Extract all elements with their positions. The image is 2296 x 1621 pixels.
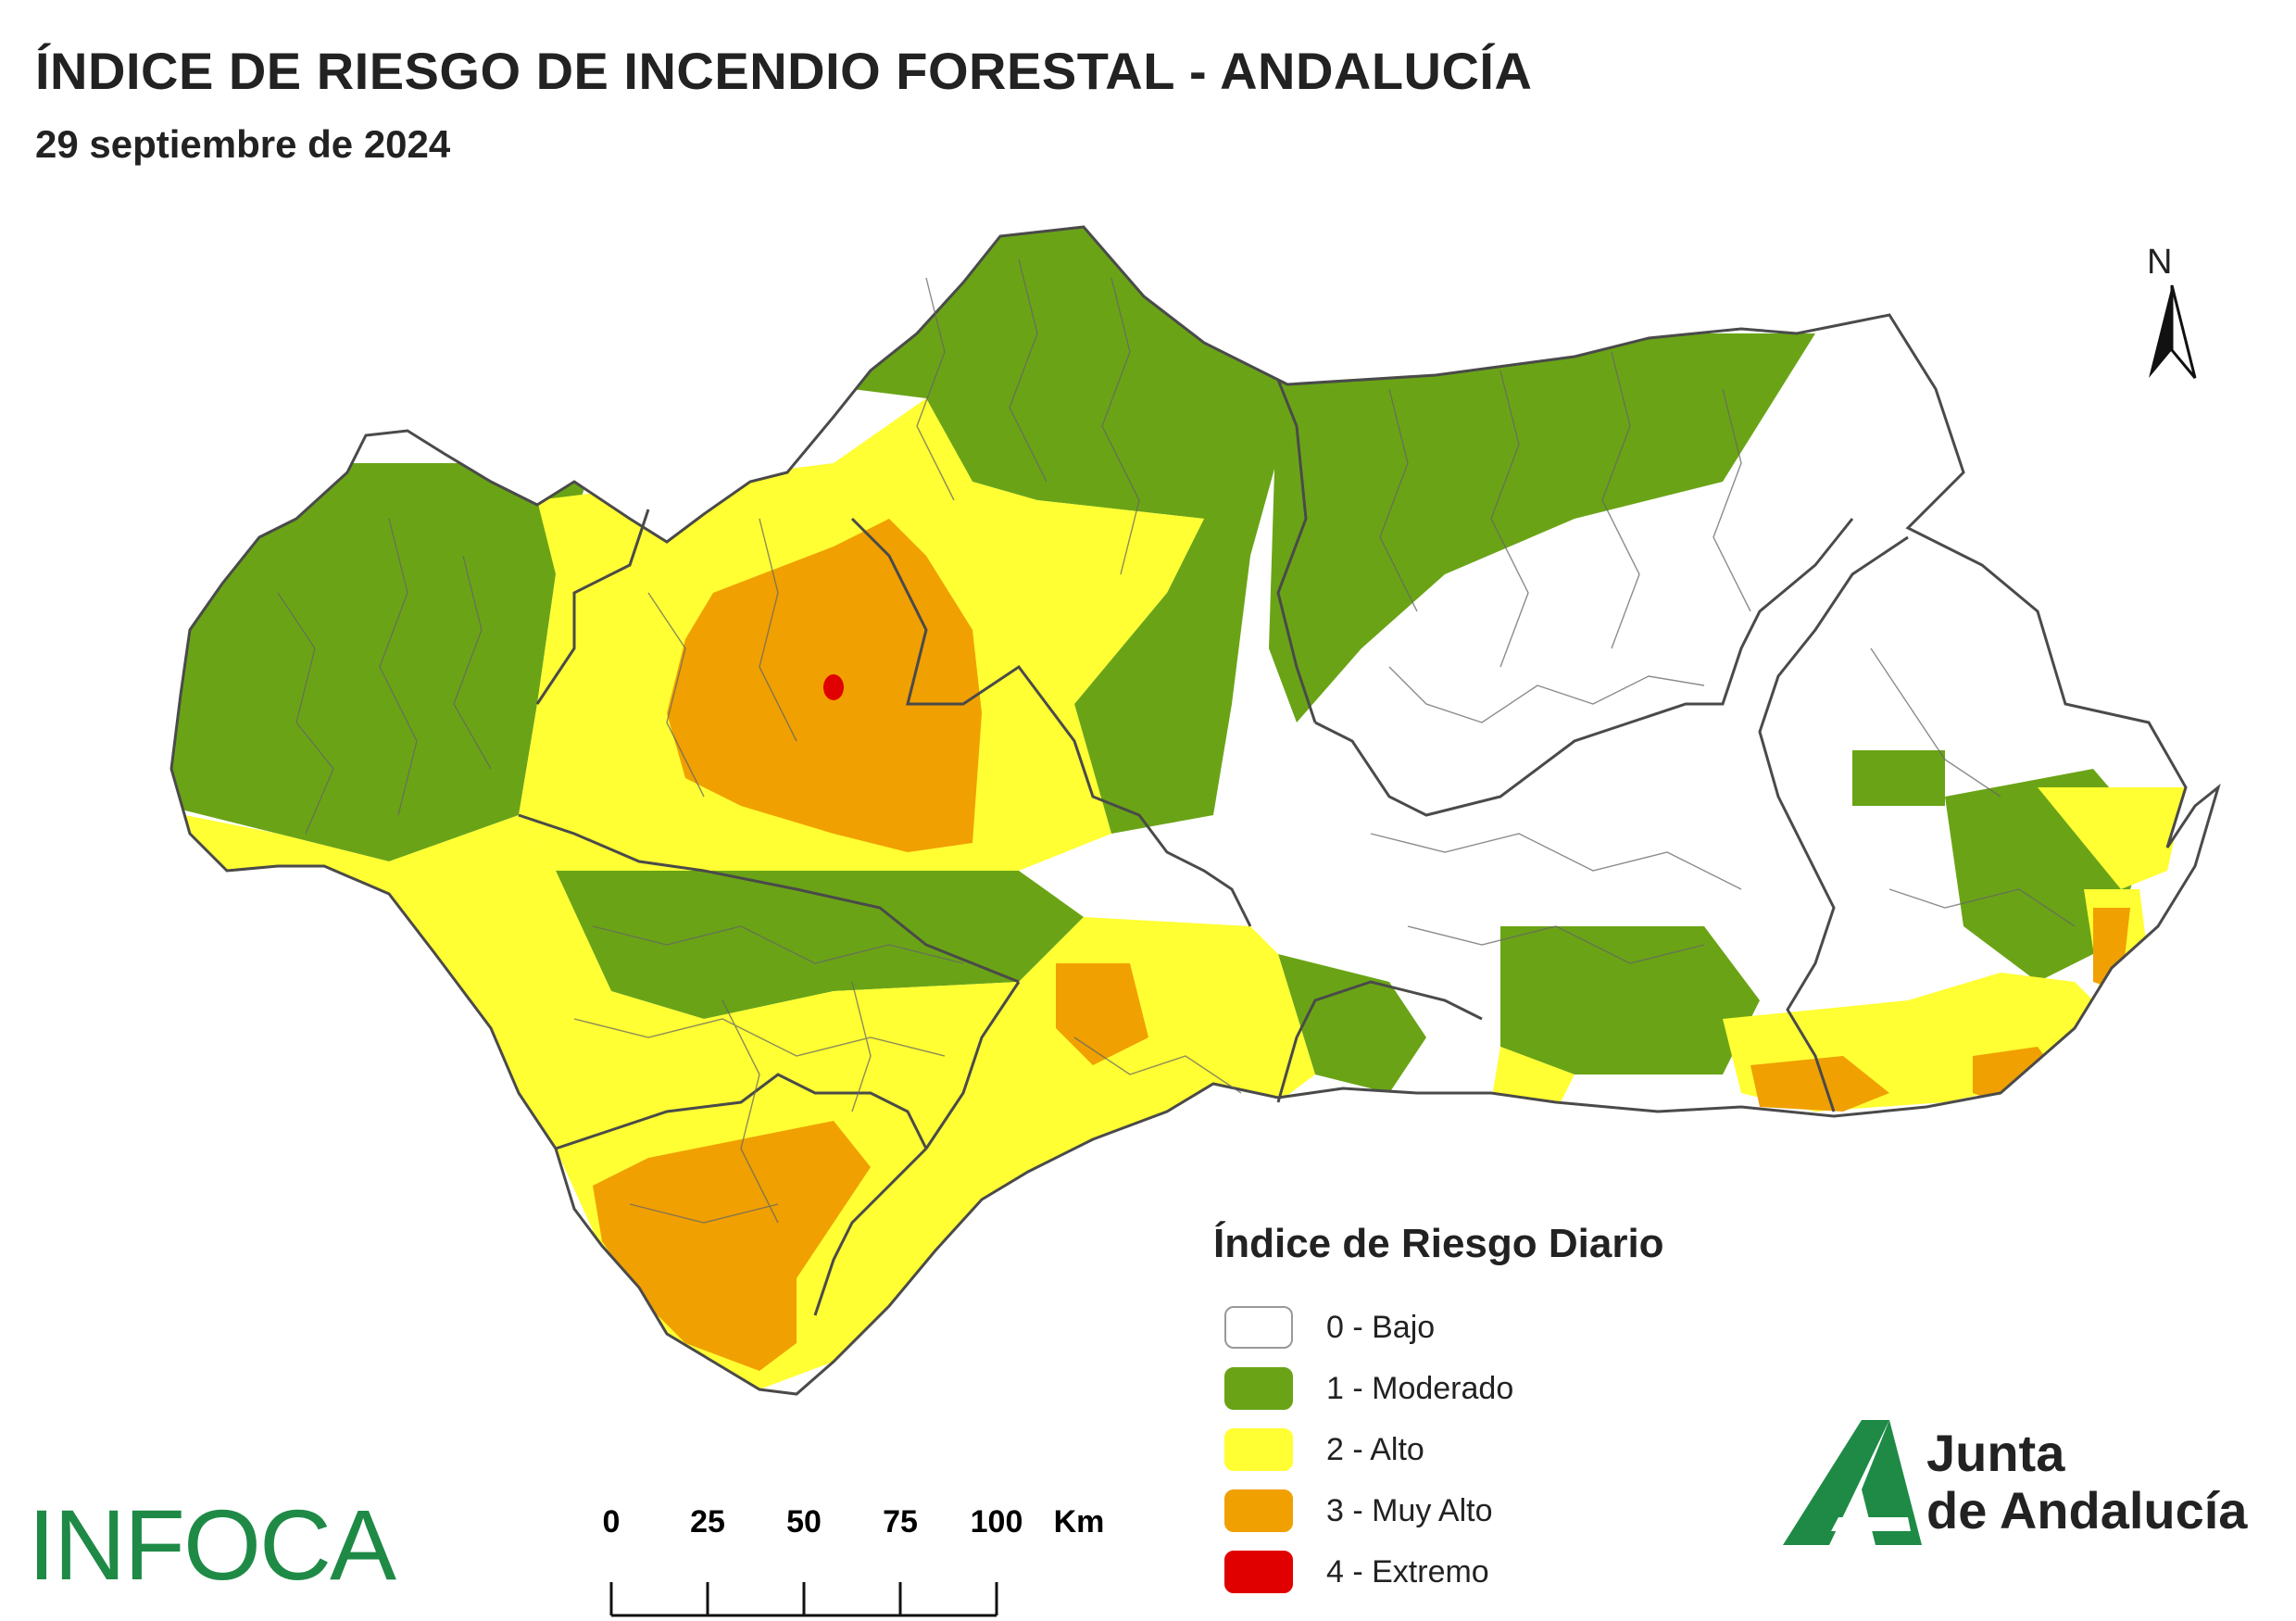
scale-unit: Km [1054,1504,1105,1539]
junta-andalucia-logo-icon [1783,1420,1922,1545]
legend-swatch-extremo [1224,1551,1293,1593]
legend-item-moderado: 1 - Moderado [1224,1365,1513,1412]
legend-item-alto: 2 - Alto [1224,1426,1424,1473]
legend-swatch-alto [1224,1428,1293,1471]
legend-label: 3 - Muy Alto [1326,1492,1493,1528]
legend-label: 4 - Extremo [1326,1553,1489,1590]
junta-line1: Junta [1926,1424,2065,1482]
legend-title: Índice de Riesgo Diario [1213,1221,1664,1266]
legend-swatch-moderado [1224,1367,1293,1410]
scale-tick-label: 75 [883,1504,918,1539]
junta-andalucia-wordmark: Junta de Andalucía [1926,1425,2247,1539]
north-label: N [2147,243,2173,282]
legend-label: 0 - Bajo [1326,1309,1436,1345]
legend-swatch-muy-alto [1224,1489,1293,1532]
scale-bar: 0 25 50 75 100 Km [603,1504,1105,1617]
north-arrow-icon [2149,284,2197,379]
legend-swatch-bajo [1224,1306,1293,1349]
map-date: 29 septiembre de 2024 [35,122,451,166]
scale-tick-label: 0 [603,1504,621,1539]
legend-label: 2 - Alto [1326,1431,1424,1467]
legend-item-muy-alto: 3 - Muy Alto [1224,1488,1493,1534]
scale-tick-label: 25 [690,1504,725,1539]
infoca-logo: INFOCA [28,1489,396,1601]
junta-line2: de Andalucía [1926,1481,2248,1539]
map-title: ÍNDICE DE RIESGO DE INCENDIO FORESTAL - … [35,42,1533,100]
scale-tick-label: 100 [971,1504,1023,1539]
extremo-zone [823,674,844,700]
legend-item-bajo: 0 - Bajo [1224,1304,1435,1351]
scale-tick-label: 50 [786,1504,822,1539]
legend-label: 1 - Moderado [1326,1370,1514,1406]
legend-item-extremo: 4 - Extremo [1224,1549,1489,1595]
